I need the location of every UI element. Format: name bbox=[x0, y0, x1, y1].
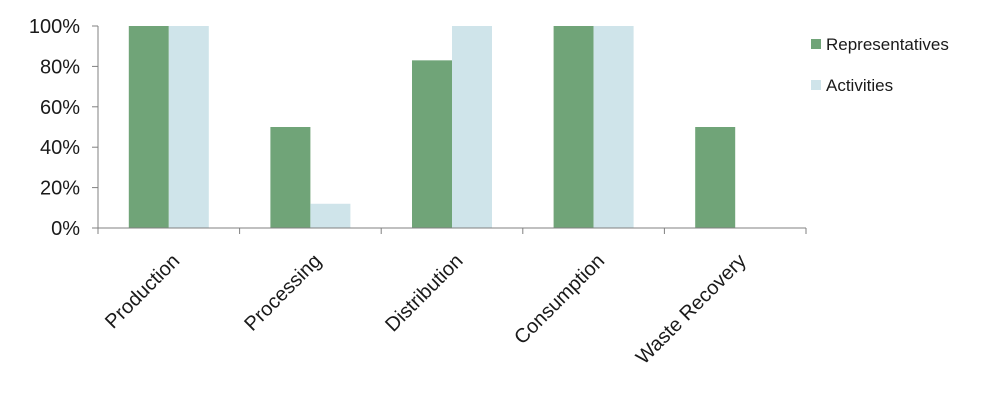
bar-activities-consumption bbox=[593, 26, 634, 228]
legend-label: Representatives bbox=[826, 35, 949, 54]
y-tick-label: 0% bbox=[51, 218, 80, 240]
x-tick-label: Processing bbox=[240, 250, 326, 336]
y-tick-label: 60% bbox=[40, 97, 80, 119]
legend-label: Activities bbox=[826, 76, 893, 95]
bar-representatives-distribution bbox=[412, 60, 452, 229]
bar-activities-distribution bbox=[452, 26, 492, 228]
y-axis: 0% 20% 40% 60% 80% 100% bbox=[29, 16, 99, 240]
legend-swatch bbox=[811, 80, 821, 90]
y-tick-label: 20% bbox=[40, 178, 80, 200]
legend-swatch bbox=[811, 39, 821, 49]
x-tick-label: Consumption bbox=[510, 250, 609, 349]
x-tick-label: Production bbox=[101, 250, 184, 333]
bar-representatives-waste-recovery bbox=[695, 127, 736, 228]
bars bbox=[128, 26, 736, 229]
x-tick-label: Waste Recovery bbox=[632, 250, 751, 369]
y-tick-label: 40% bbox=[40, 137, 80, 159]
bar-representatives-processing bbox=[270, 127, 311, 228]
bar-activities-processing bbox=[310, 203, 351, 228]
x-tick-label: Distribution bbox=[381, 250, 467, 336]
bar-representatives-production bbox=[128, 26, 169, 228]
legend: Representatives Activities bbox=[811, 35, 949, 95]
bar-activities-production bbox=[168, 26, 209, 228]
y-tick-label: 80% bbox=[40, 56, 80, 78]
bar-representatives-consumption bbox=[553, 26, 594, 228]
x-axis: Production Processing Distribution Consumpt… bbox=[97, 227, 807, 369]
y-tick-label: 100% bbox=[29, 16, 80, 38]
